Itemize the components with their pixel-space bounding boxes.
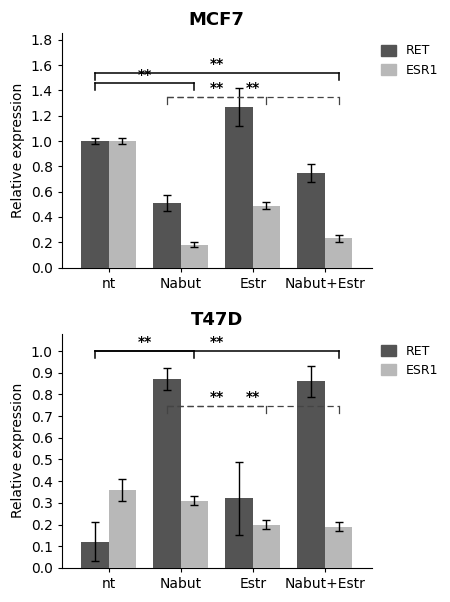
Bar [325,238,352,267]
Bar [81,542,108,568]
Bar [181,501,208,568]
Bar [325,527,352,568]
Bar [81,141,108,267]
Bar [297,173,325,267]
Text: **: ** [210,335,224,349]
Bar [225,107,253,267]
Text: **: ** [138,67,152,81]
Text: **: ** [138,335,152,349]
Bar [225,498,253,568]
Text: **: ** [210,391,224,405]
Title: MCF7: MCF7 [189,11,245,29]
Bar [297,382,325,568]
Bar [181,245,208,267]
Bar [253,524,280,568]
Text: **: ** [210,81,224,95]
Text: **: ** [246,81,260,95]
Text: **: ** [210,57,224,71]
Bar [153,379,181,568]
Y-axis label: Relative expression: Relative expression [11,383,25,518]
Title: T47D: T47D [190,311,243,329]
Bar [153,203,181,267]
Legend: RET, ESR1: RET, ESR1 [381,345,438,377]
Text: **: ** [246,391,260,405]
Bar [253,205,280,267]
Y-axis label: Relative expression: Relative expression [11,83,25,218]
Bar [108,490,136,568]
Legend: RET, ESR1: RET, ESR1 [381,45,438,76]
Bar [108,141,136,267]
